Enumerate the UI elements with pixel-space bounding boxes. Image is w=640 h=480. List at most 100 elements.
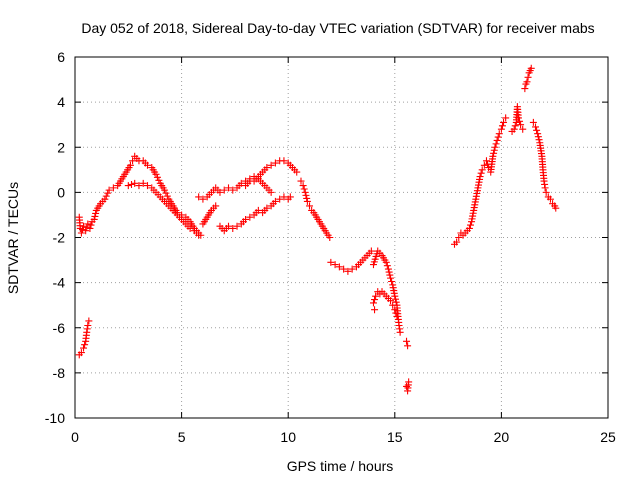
data-point: [126, 161, 134, 169]
data-point: [87, 221, 95, 229]
data-point: [153, 173, 161, 181]
data-point: [77, 349, 85, 357]
data-point: [517, 121, 525, 129]
data-point: [186, 224, 194, 232]
data-point: [80, 222, 88, 230]
data-point: [495, 130, 503, 138]
y-tick-label: -6: [53, 320, 66, 336]
data-point: [302, 191, 310, 199]
data-point: [369, 299, 377, 307]
x-tick-labels: 0 5 10 15 20 25: [71, 429, 616, 445]
data-point: [225, 222, 233, 230]
data-point: [500, 118, 508, 126]
data-point: [82, 227, 90, 235]
data-point: [127, 180, 135, 188]
data-point: [491, 143, 499, 151]
x-tick-label: 0: [71, 429, 79, 445]
data-point: [541, 184, 549, 192]
x-tick-label: 25: [600, 429, 616, 445]
data-point: [293, 168, 301, 176]
x-tick-label: 15: [387, 429, 403, 445]
data-point: [91, 212, 99, 220]
data-point: [129, 157, 137, 165]
data-point: [465, 224, 473, 232]
data-point: [280, 157, 288, 165]
data-point: [403, 337, 411, 345]
y-tick-label: -2: [53, 230, 66, 246]
data-point: [216, 188, 224, 196]
data-point: [162, 189, 170, 197]
data-point: [477, 169, 485, 177]
axis-ticks: [74, 56, 609, 419]
data-point: [271, 197, 279, 205]
x-tick-label: 5: [178, 429, 186, 445]
data-point: [92, 209, 100, 217]
data-point: [478, 166, 486, 174]
data-point: [77, 229, 85, 237]
data-point: [387, 297, 395, 305]
data-point: [383, 262, 391, 270]
data-point: [482, 157, 490, 165]
data-point: [300, 185, 308, 193]
data-point: [101, 195, 109, 203]
data-point: [405, 378, 413, 386]
data-point: [85, 317, 93, 325]
data-point: [143, 182, 151, 190]
data-point: [534, 130, 542, 138]
data-point: [276, 195, 284, 203]
data-point: [466, 221, 474, 229]
data-point: [135, 182, 143, 190]
data-points: [75, 64, 560, 395]
data-point: [335, 263, 343, 271]
data-point: [392, 298, 400, 306]
data-point: [344, 267, 352, 275]
data-point: [280, 193, 288, 201]
data-point: [510, 125, 518, 133]
data-point: [392, 295, 400, 303]
data-point: [271, 159, 279, 167]
data-point: [386, 271, 394, 279]
data-point: [340, 265, 348, 273]
data-point: [403, 382, 411, 390]
y-tick-label: -8: [53, 365, 66, 381]
data-point: [535, 136, 543, 144]
grid-lines: [75, 57, 608, 418]
data-point: [109, 184, 117, 192]
data-point: [306, 202, 314, 210]
data-point: [297, 177, 305, 185]
y-axis-label: SDTVAR / TECUs: [5, 182, 21, 294]
data-point: [371, 306, 379, 314]
data-point: [212, 202, 220, 210]
data-point: [404, 342, 412, 350]
data-point: [267, 161, 275, 169]
data-point: [267, 188, 275, 196]
data-point: [533, 126, 541, 134]
data-point: [299, 182, 307, 190]
data-point: [301, 188, 309, 196]
data-point: [286, 193, 294, 201]
data-point: [220, 186, 228, 194]
data-point: [519, 125, 527, 133]
data-point: [331, 261, 339, 269]
data-point: [83, 223, 91, 231]
y-tick-label: 6: [57, 49, 65, 65]
x-tick-label: 10: [280, 429, 296, 445]
data-point: [102, 192, 110, 200]
x-tick-label: 20: [494, 429, 510, 445]
data-point: [455, 234, 463, 241]
data-point: [384, 265, 392, 273]
data-point: [163, 192, 171, 200]
data-point: [511, 122, 519, 130]
data-point: [542, 188, 550, 196]
data-point: [527, 64, 535, 72]
data-point: [242, 177, 250, 185]
plot-frame: [74, 56, 609, 419]
data-point: [552, 204, 560, 212]
data-point: [327, 258, 335, 266]
data-point: [84, 321, 92, 329]
data-point: [523, 78, 531, 86]
data-point: [372, 292, 380, 300]
data-point: [104, 189, 112, 197]
data-point: [78, 226, 86, 234]
